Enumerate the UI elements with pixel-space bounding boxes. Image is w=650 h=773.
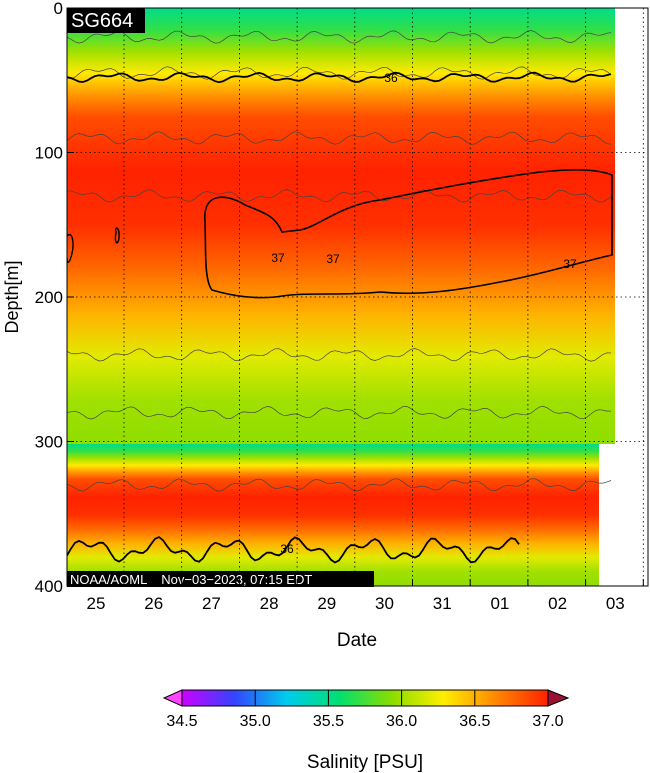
plot-area: 36 37 37 37 36	[66, 7, 649, 587]
x-axis: 25 26 27 28 29 30 31 01 02 03	[87, 579, 644, 613]
x-tick-label: 31	[433, 594, 452, 613]
contour-line-thin	[67, 30, 612, 44]
y-axis: 0 100 200 300 400	[35, 0, 74, 596]
colorbar-label: Salinity [PSU]	[307, 752, 423, 773]
contour-line-thin	[67, 348, 612, 362]
x-tick-label: 25	[87, 594, 106, 613]
x-tick-label: 27	[202, 594, 221, 613]
contour-line-thin	[67, 478, 612, 492]
credit-text: NOAA/AOML Nov−03−2023, 07:15 EDT	[70, 572, 312, 587]
colorbar-tick-label: 35.5	[313, 713, 344, 730]
x-tick-label: 01	[490, 594, 509, 613]
contour-label: 37	[326, 252, 340, 266]
contour-label: 37	[271, 251, 285, 265]
contour-line-thin	[67, 131, 612, 145]
colorbar-ticks: 34.5 35.0 35.5 36.0 36.5 37.0	[166, 690, 564, 730]
contour-line-37-small	[114, 227, 120, 244]
salinity-heat-field	[67, 8, 615, 444]
grid-lines	[67, 8, 648, 586]
colorbar-body	[181, 689, 549, 707]
contour-line-thin	[67, 189, 612, 203]
contour-line-thin	[67, 405, 611, 420]
y-axis-label: Depth[m]	[2, 260, 22, 333]
contour-line-thin	[67, 66, 612, 80]
colorbar-tick-label: 36.5	[459, 713, 490, 730]
colorbar-high-extend	[547, 689, 570, 707]
colorbar-tick-label: 35.0	[240, 713, 271, 730]
x-tick-label: 30	[375, 594, 394, 613]
contour-line-37	[204, 169, 613, 299]
x-tick-label: 02	[548, 594, 567, 613]
contour-label: 36	[280, 542, 294, 556]
contour-line-36-lower	[67, 536, 520, 564]
x-axis-label: Date	[337, 630, 377, 651]
chart-title: SG664	[71, 10, 133, 32]
title-badge	[67, 8, 145, 33]
x-tick-label: 26	[144, 594, 163, 613]
salinity-heat-field-lower	[67, 444, 599, 586]
x-tick-label: 29	[317, 594, 336, 613]
contour-lines: 36 37 37 37 36	[67, 30, 613, 564]
x-tick-label: 28	[260, 594, 279, 613]
x-tick-label: 03	[606, 594, 625, 613]
colorbar: 34.5 35.0 35.5 36.0 36.5 37.0	[162, 689, 570, 730]
colorbar-tick-label: 37.0	[532, 713, 563, 730]
y-tick-label: 100	[35, 144, 63, 163]
contour-label: 36	[384, 71, 398, 85]
y-tick-label: 200	[35, 288, 63, 307]
y-tick-label: 300	[35, 433, 63, 452]
y-tick-label: 0	[54, 0, 63, 18]
contour-line-36-upper	[67, 71, 612, 84]
colorbar-low-extend	[162, 689, 183, 707]
colorbar-tick-label: 36.0	[386, 713, 417, 730]
y-tick-label: 400	[35, 577, 63, 596]
colorbar-tick-label: 34.5	[166, 713, 197, 730]
contour-label: 37	[563, 257, 577, 271]
